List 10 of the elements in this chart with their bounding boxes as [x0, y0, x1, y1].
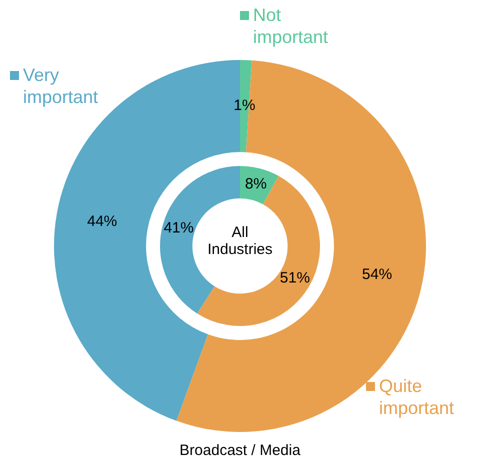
slice-label: Broadcast / Media — [178, 442, 302, 459]
legend-label: Not important — [253, 4, 330, 48]
data-label: 51% — [280, 270, 310, 287]
slice-label: All Industries — [206, 224, 274, 258]
data-label: 44% — [87, 212, 118, 230]
data-label: 41% — [164, 219, 194, 236]
data-label: 8% — [245, 175, 267, 192]
data-label: 54% — [362, 266, 392, 283]
legend-label: Quite important — [379, 375, 456, 419]
legend-label: Very important — [23, 64, 100, 108]
